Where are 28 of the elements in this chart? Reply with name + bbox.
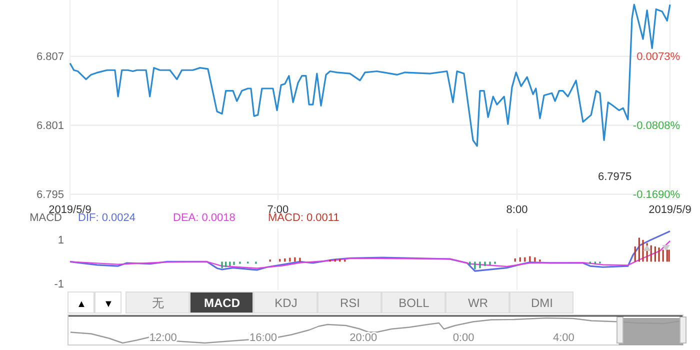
- text: RSI: [340, 296, 360, 310]
- text: 无: [152, 296, 164, 310]
- x-tick-label: 2019/5/9: [648, 204, 692, 216]
- y-tick-label: 6.801: [36, 120, 64, 132]
- annotation: 6.7975: [598, 171, 632, 183]
- text: DMI: [531, 296, 553, 310]
- x-tick-label: 0:00: [452, 332, 474, 344]
- text: KDJ: [274, 296, 298, 310]
- y2-tick-label: 0.0073%: [636, 51, 680, 64]
- x-tick-label: 20:00: [350, 332, 378, 344]
- line-series: [69, 230, 671, 272]
- text: ▼: [104, 299, 114, 310]
- y-tick-label: 6.807: [36, 51, 64, 64]
- y2-tick-label: -0.0808%: [632, 120, 680, 132]
- line-series: [69, 240, 671, 269]
- y-tick-label: 1: [58, 234, 64, 247]
- y-tick-label: -1: [54, 278, 64, 290]
- text: DIF: 0.0024: [78, 212, 136, 224]
- y-tick-label: 6.795: [36, 189, 64, 202]
- x-tick-label: 8:00: [506, 204, 528, 216]
- text: WR: [468, 296, 488, 310]
- text: ▲: [76, 299, 86, 310]
- x-tick-label: 4:00: [552, 332, 574, 344]
- y2-tick-label: -0.1690%: [632, 189, 680, 202]
- text: DEA: 0.0018: [173, 212, 236, 224]
- chart-title: MACD: [30, 212, 62, 224]
- text: MACD: [204, 296, 240, 310]
- text: BOLL: [398, 296, 430, 310]
